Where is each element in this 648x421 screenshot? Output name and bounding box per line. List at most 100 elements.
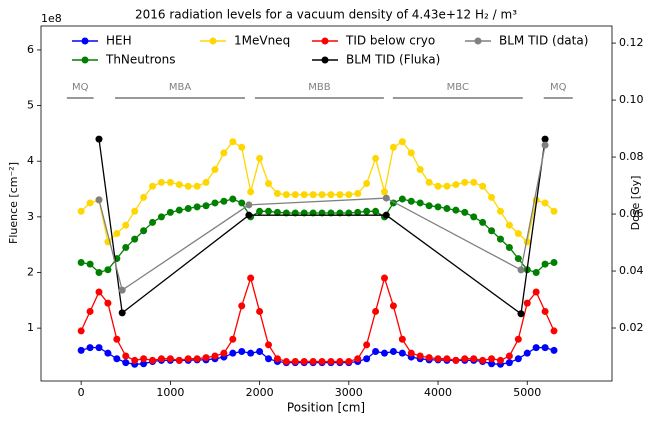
data-point (238, 302, 246, 310)
data-point (77, 207, 85, 215)
data-point (300, 191, 308, 199)
data-point (291, 191, 299, 199)
data-point (104, 266, 112, 274)
data-point (300, 358, 308, 366)
legend-label: ThNeutrons (105, 53, 175, 67)
data-point (211, 352, 219, 360)
data-point (425, 178, 433, 186)
data-point (550, 207, 558, 215)
data-point (407, 349, 415, 357)
data-point (425, 202, 433, 210)
data-point (434, 182, 442, 190)
data-point (470, 355, 478, 363)
data-point (149, 356, 157, 364)
data-point (461, 355, 469, 363)
axes-frame (40, 25, 613, 382)
data-point (363, 207, 371, 215)
data-point (382, 194, 390, 202)
data-point (104, 349, 112, 357)
data-point (77, 327, 85, 335)
data-point (398, 335, 406, 343)
y2-tick-label: 0.02 (619, 321, 644, 334)
data-point (488, 360, 496, 368)
data-point (532, 344, 540, 352)
legend-label: BLM TID (Fluka) (346, 53, 440, 67)
data-point (256, 154, 264, 162)
data-point (282, 358, 290, 366)
data-point (443, 355, 451, 363)
x-axis-label: Position [cm] (287, 401, 365, 415)
series-line (98, 139, 546, 315)
data-point (461, 178, 469, 186)
data-point (541, 141, 549, 149)
data-point (220, 197, 228, 205)
data-point (95, 344, 103, 352)
data-point (118, 309, 126, 317)
data-point (166, 208, 174, 216)
data-point (122, 359, 130, 367)
data-point (265, 341, 273, 349)
data-point (86, 307, 94, 315)
data-point (229, 335, 237, 343)
data-point (229, 138, 237, 146)
data-point (131, 356, 139, 364)
data-point (541, 344, 549, 352)
data-point (407, 197, 415, 205)
data-point (229, 195, 237, 203)
data-point (113, 355, 121, 363)
data-point (452, 181, 460, 189)
data-point (247, 349, 255, 357)
data-point (488, 193, 496, 201)
x-tick-label: 4000 (424, 386, 452, 399)
legend-marker (209, 37, 217, 45)
data-point (202, 354, 210, 362)
data-point (389, 302, 397, 310)
data-point (220, 149, 228, 157)
data-point (496, 207, 504, 215)
data-point (104, 299, 112, 307)
data-point (479, 218, 487, 226)
data-point (166, 178, 174, 186)
data-point (434, 355, 442, 363)
x-tick-label: 1000 (156, 386, 184, 399)
data-point (202, 178, 210, 186)
data-point (166, 355, 174, 363)
data-point (372, 307, 380, 315)
data-point (523, 349, 531, 357)
data-point (416, 166, 424, 174)
data-point (238, 348, 246, 356)
section-label: MBB (308, 82, 330, 93)
data-point (517, 310, 525, 318)
data-point (256, 207, 264, 215)
x-tick-label: 5000 (513, 386, 541, 399)
data-point (407, 149, 415, 157)
data-point (309, 191, 317, 199)
data-point (184, 205, 192, 213)
data-point (398, 195, 406, 203)
data-point (517, 266, 525, 274)
data-point (505, 243, 513, 251)
data-point (193, 355, 201, 363)
data-point (113, 335, 121, 343)
data-point (327, 191, 335, 199)
data-point (372, 348, 380, 356)
y-tick-label: 3 (27, 210, 34, 223)
data-point (382, 211, 390, 219)
y-offset: 1e8 (41, 12, 62, 25)
data-point (77, 346, 85, 354)
data-point (514, 335, 522, 343)
data-point (184, 182, 192, 190)
y2-tick-label: 0.06 (619, 207, 644, 220)
data-point (496, 356, 504, 364)
data-point (157, 355, 165, 363)
data-point (229, 349, 237, 357)
data-point (238, 143, 246, 151)
legend-marker (321, 56, 329, 64)
data-point (149, 182, 157, 190)
y-axis-label: Fluence [cm⁻²] (7, 162, 20, 244)
data-point (372, 207, 380, 215)
data-point (532, 288, 540, 296)
data-point (211, 199, 219, 207)
data-point (380, 274, 388, 282)
